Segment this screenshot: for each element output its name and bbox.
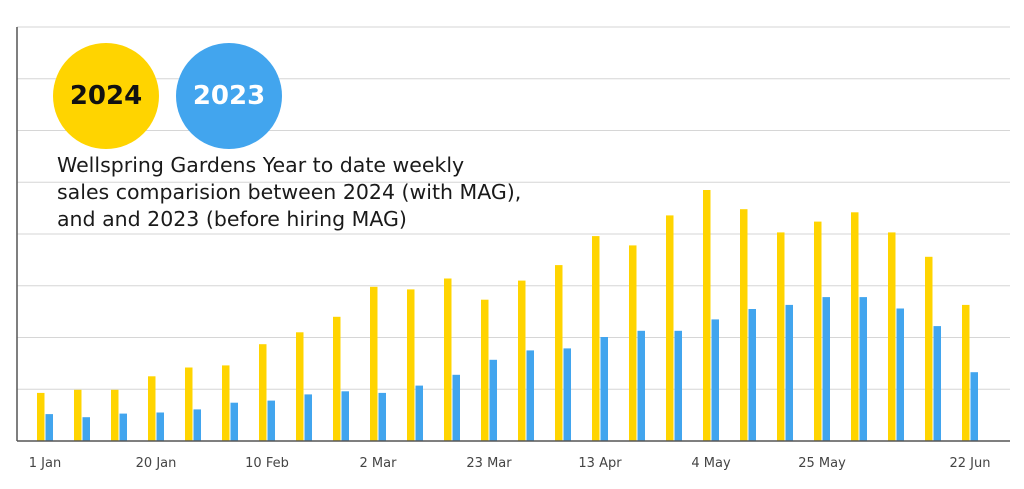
bar-2024-29-apr	[666, 215, 674, 441]
bar-2023-3-jun	[859, 297, 867, 441]
bar-2023-5-feb	[230, 402, 238, 441]
bar-2024-27-may	[814, 221, 822, 441]
bar-2024-17-jun	[925, 256, 933, 441]
bar-2023-13-may	[748, 309, 756, 441]
x-tick-label: 13 Apr	[578, 456, 622, 471]
bar-2023-8-jan	[82, 417, 90, 441]
bar-2023-26-feb	[341, 391, 349, 441]
bar-2024-6-may	[703, 190, 711, 441]
x-tick-label: 1 Jan	[29, 456, 61, 471]
bar-2024-13-may	[740, 209, 748, 441]
bar-2024-20-may	[777, 232, 785, 441]
bar-2023-12-feb	[267, 400, 275, 441]
bar-2023-20-may	[785, 304, 793, 441]
bar-2024-1-jan	[37, 392, 45, 441]
bar-2023-6-may	[711, 319, 719, 441]
bar-2024-24-jun	[962, 304, 970, 441]
bar-2024-1-apr	[518, 280, 526, 441]
bar-2023-17-jun	[933, 326, 941, 441]
bar-2024-4-mar	[370, 286, 378, 441]
x-tick-label: 25 May	[798, 456, 846, 471]
bar-2023-15-apr	[600, 337, 608, 441]
bar-2023-15-jan	[119, 413, 127, 441]
x-tick-label: 4 May	[691, 456, 731, 471]
bar-2023-29-apr	[674, 330, 682, 441]
bar-2023-27-may	[822, 297, 830, 441]
bar-2024-29-jan	[185, 367, 193, 441]
bar-2024-22-apr	[629, 245, 637, 441]
bar-2024-11-mar	[407, 289, 415, 441]
bar-2024-12-feb	[259, 344, 267, 441]
bar-2023-10-jun	[896, 308, 904, 441]
bar-2024-3-jun	[851, 212, 859, 441]
bar-2024-5-feb	[222, 365, 230, 441]
x-axis-ticks: 1 Jan 20 Jan 10 Feb 2 Mar 23 Mar 13 Apr 4 May 2…	[29, 456, 991, 471]
bar-2023-24-jun	[970, 372, 978, 441]
bar-2023-22-jan	[156, 412, 164, 441]
legend-2024: 2024	[53, 43, 159, 149]
bar-2023-18-mar	[452, 374, 460, 441]
bar-2023-1-jan	[45, 414, 53, 441]
x-tick-label: 10 Feb	[245, 456, 289, 471]
bar-2023-19-feb	[304, 394, 312, 441]
bar-2023-4-mar	[378, 392, 386, 441]
chart-caption: Wellspring Gardens Year to date weekly s…	[57, 153, 522, 231]
bar-2024-10-jun	[888, 232, 896, 441]
bar-2024-19-feb	[296, 332, 304, 441]
x-tick-label: 2 Mar	[360, 456, 398, 471]
bars	[37, 190, 978, 441]
bar-2024-22-jan	[148, 376, 156, 441]
bar-2024-15-apr	[592, 236, 600, 441]
bar-2024-8-jan	[74, 389, 82, 441]
bar-2023-1-apr	[526, 350, 534, 441]
bar-2023-11-mar	[415, 385, 423, 441]
x-tick-label: 20 Jan	[136, 456, 177, 471]
bar-2023-22-apr	[637, 330, 645, 441]
bar-2024-15-jan	[111, 389, 119, 441]
bar-2024-26-feb	[333, 316, 341, 441]
x-tick-label: 22 Jun	[950, 456, 991, 471]
bar-2023-8-apr	[563, 348, 571, 441]
bar-2024-18-mar	[444, 278, 452, 441]
bar-2023-25-mar	[489, 359, 497, 441]
bar-2023-29-jan	[193, 409, 201, 441]
bar-2024-8-apr	[555, 265, 563, 441]
x-tick-label: 23 Mar	[466, 456, 512, 471]
legend-2023: 2023	[176, 43, 282, 149]
bar-2024-25-mar	[481, 299, 489, 441]
